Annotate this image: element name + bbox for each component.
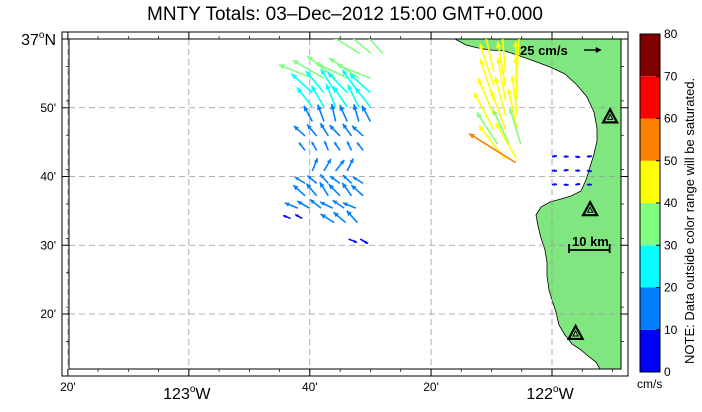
vector-scale-label: 25 cm/s — [520, 43, 568, 58]
lat-label: 30' — [40, 238, 56, 252]
colorbar-tick-label: 70 — [664, 69, 678, 83]
colorbar-tick-label: 0 — [664, 365, 671, 379]
vector-head — [516, 30, 521, 35]
saturation-note: NOTE: Data outside color range will be s… — [682, 78, 697, 364]
lat-label: 20' — [40, 307, 56, 321]
colorbar-segment — [640, 119, 660, 161]
colorbar-tick-label: 60 — [664, 112, 678, 126]
colorbar-segment — [640, 76, 660, 118]
vector-head — [360, 28, 366, 34]
lat-label: 37oN — [21, 30, 56, 49]
colorbar-tick-label: 20 — [664, 281, 678, 295]
map-title: MNTY Totals: 03–Dec–2012 15:00 GMT+0.000 — [60, 4, 630, 26]
lon-label: 123oW — [163, 384, 211, 403]
colorbar-segment — [640, 245, 660, 287]
lon-label: 20' — [423, 380, 439, 394]
lon-label: 40' — [302, 380, 318, 394]
colorbar-segment — [640, 330, 660, 372]
colorbar-tick-label: 80 — [664, 27, 678, 41]
colorbar-segment — [640, 203, 660, 245]
vector-head — [500, 30, 505, 36]
lat-label: 50' — [40, 101, 56, 115]
lon-label: 122oW — [526, 384, 574, 403]
colorbar-tick-label: 30 — [664, 238, 678, 252]
colorbar-unit: cm/s — [637, 377, 662, 391]
lon-label: 20' — [60, 380, 76, 394]
colorbar-tick-label: 10 — [664, 323, 678, 337]
colorbar-tick-label: 40 — [664, 196, 678, 210]
lat-label: 40' — [40, 169, 56, 183]
colorbar-segment — [640, 34, 660, 76]
colorbar-segment — [640, 288, 660, 330]
colorbar-tick-label: 50 — [664, 154, 678, 168]
distance-scale-label: 10 km — [572, 234, 609, 249]
colorbar-segment — [640, 161, 660, 203]
